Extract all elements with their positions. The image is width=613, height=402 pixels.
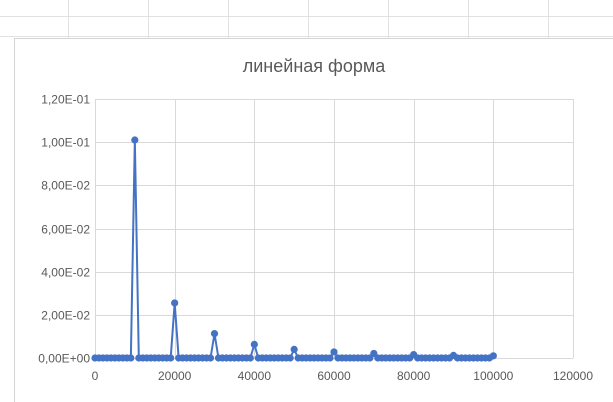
x-tick-label: 40000 bbox=[238, 369, 272, 383]
data-point bbox=[286, 354, 294, 362]
data-point bbox=[326, 354, 334, 362]
y-axis-tick-labels: 0,00E+00 2,00E-02 4,00E-02 6,00E-02 8,00E-02… bbox=[38, 93, 90, 366]
gridlines bbox=[95, 99, 574, 359]
x-tick-label: 60000 bbox=[317, 369, 351, 383]
y-tick-label: 1,20E-01 bbox=[41, 93, 90, 107]
data-point bbox=[171, 299, 179, 307]
x-tick-label: 100000 bbox=[473, 369, 513, 383]
data-point bbox=[330, 348, 338, 356]
data-point bbox=[167, 354, 175, 362]
y-tick-label: 1,00E-01 bbox=[41, 136, 90, 150]
y-tick-label: 2,00E-02 bbox=[41, 309, 90, 323]
data-point bbox=[489, 352, 497, 360]
data-point bbox=[290, 345, 298, 353]
chart-title: линейная форма bbox=[243, 56, 386, 76]
series-line bbox=[95, 139, 494, 359]
data-point bbox=[131, 136, 139, 144]
x-tick-label: 120000 bbox=[553, 369, 593, 383]
data-point bbox=[246, 354, 254, 362]
data-point bbox=[127, 354, 135, 362]
x-tick-label: 0 bbox=[92, 369, 99, 383]
data-point bbox=[250, 340, 258, 349]
x-axis-tick-labels: 0 20000 40000 60000 80000 100000 120000 bbox=[92, 369, 594, 383]
y-tick-label: 4,00E-02 bbox=[41, 266, 90, 280]
y-tick-label: 6,00E-02 bbox=[41, 223, 90, 237]
data-point bbox=[206, 354, 215, 362]
line-chart: линейная форма 0,00E+00 2,00E-02 4,00E-02 6… bbox=[38, 56, 594, 383]
chart-area[interactable]: линейная форма 0,00E+00 2,00E-02 4,00E-02 6… bbox=[14, 38, 613, 402]
data-point bbox=[210, 330, 219, 338]
y-tick-label: 8,00E-02 bbox=[41, 179, 90, 193]
x-tick-label: 80000 bbox=[397, 369, 431, 383]
data-series bbox=[91, 136, 497, 362]
x-tick-label: 20000 bbox=[158, 369, 192, 383]
y-tick-label: 0,00E+00 bbox=[38, 352, 90, 366]
